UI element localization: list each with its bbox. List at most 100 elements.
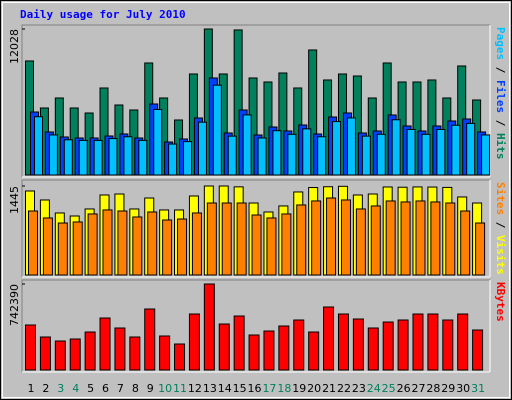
bar — [159, 335, 171, 371]
bar — [337, 313, 349, 371]
x-tick-label: 15 — [233, 382, 247, 395]
legend-entry: Sites — [494, 182, 507, 215]
x-tick-label: 2 — [42, 382, 49, 395]
bar — [397, 319, 409, 371]
bar — [99, 317, 111, 371]
bar — [114, 327, 126, 371]
bar — [421, 133, 431, 176]
bar — [162, 219, 173, 276]
x-tick-label: 1 — [28, 382, 35, 395]
bar — [84, 331, 96, 371]
x-tick-label: 5 — [87, 382, 94, 395]
x-tick-label: 18 — [277, 382, 291, 395]
bar — [352, 318, 364, 371]
bar — [188, 313, 200, 371]
bar — [415, 200, 426, 276]
x-tick-label: 20 — [307, 382, 321, 395]
bar — [400, 201, 411, 276]
bar — [451, 124, 461, 176]
bar — [278, 72, 288, 176]
bar — [412, 313, 424, 371]
bar — [236, 202, 247, 276]
bar — [39, 336, 51, 371]
bar — [370, 205, 381, 276]
legend: Sites / Visits — [494, 182, 507, 275]
bar — [385, 200, 396, 276]
bar — [129, 336, 141, 371]
chart-title: Daily usage for July 2010 — [20, 8, 186, 21]
bar — [427, 313, 439, 371]
bar — [138, 139, 148, 176]
bar — [430, 201, 441, 276]
bar — [191, 212, 202, 276]
bar — [308, 49, 318, 176]
bar — [233, 315, 245, 371]
bar — [48, 134, 58, 176]
bar — [221, 202, 232, 276]
legend-separator: / — [494, 215, 507, 235]
x-tick-label: 4 — [72, 382, 79, 395]
bar — [355, 208, 366, 276]
bar — [323, 306, 335, 371]
bar — [63, 139, 73, 176]
bar — [251, 214, 262, 276]
bar — [326, 197, 337, 276]
legend: KBytes — [494, 282, 507, 322]
x-tick-label: 9 — [147, 382, 154, 395]
bar — [442, 319, 454, 371]
bar — [123, 136, 133, 176]
bar — [332, 121, 342, 176]
bar — [183, 141, 193, 176]
bar — [412, 81, 422, 176]
bar — [445, 202, 456, 276]
x-tick-label: 6 — [102, 382, 109, 395]
bar — [227, 135, 237, 176]
x-tick-label: 30 — [456, 382, 470, 395]
y-tick-label: 12028 — [8, 29, 21, 64]
x-tick-label: 28 — [426, 382, 440, 395]
bar — [340, 199, 351, 276]
legend-entry: Visits — [494, 235, 507, 275]
bar — [308, 331, 320, 371]
bar — [287, 133, 297, 176]
bar — [242, 114, 252, 176]
bar — [311, 200, 322, 276]
bar — [472, 329, 484, 371]
bar — [278, 325, 290, 371]
x-tick-label: 26 — [397, 382, 411, 395]
bar — [69, 338, 81, 371]
bar — [78, 139, 88, 176]
legend-entry: Pages — [494, 27, 507, 60]
bar — [102, 209, 113, 276]
x-tick-label: 23 — [352, 382, 366, 395]
bar — [28, 210, 38, 276]
bar — [72, 221, 83, 276]
x-tick-label: 8 — [132, 382, 139, 395]
bar — [57, 222, 68, 276]
bar — [281, 213, 292, 276]
y-tick-label: 1445 — [8, 186, 21, 214]
bar — [203, 283, 215, 371]
bar — [54, 340, 66, 371]
bar — [457, 313, 469, 371]
bar — [144, 308, 156, 371]
y-tick-label: 742390 — [8, 284, 21, 326]
bar — [42, 217, 53, 276]
x-tick-label: 7 — [117, 382, 124, 395]
bar — [317, 136, 327, 176]
x-tick-label: 12 — [188, 382, 202, 395]
x-tick-label: 13 — [203, 382, 217, 395]
bar — [266, 217, 277, 276]
bar — [153, 108, 163, 176]
bar — [218, 323, 230, 371]
bar — [147, 211, 158, 276]
bar — [177, 218, 188, 276]
bar — [466, 122, 476, 176]
bar — [346, 117, 356, 176]
bar — [481, 134, 491, 176]
x-tick-label: 17 — [262, 382, 276, 395]
bar — [132, 216, 143, 276]
bar — [302, 128, 312, 176]
